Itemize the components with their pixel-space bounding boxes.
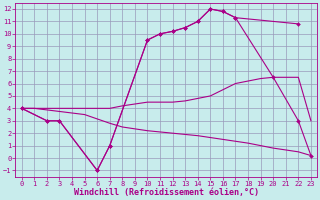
X-axis label: Windchill (Refroidissement éolien,°C): Windchill (Refroidissement éolien,°C) bbox=[74, 188, 259, 197]
